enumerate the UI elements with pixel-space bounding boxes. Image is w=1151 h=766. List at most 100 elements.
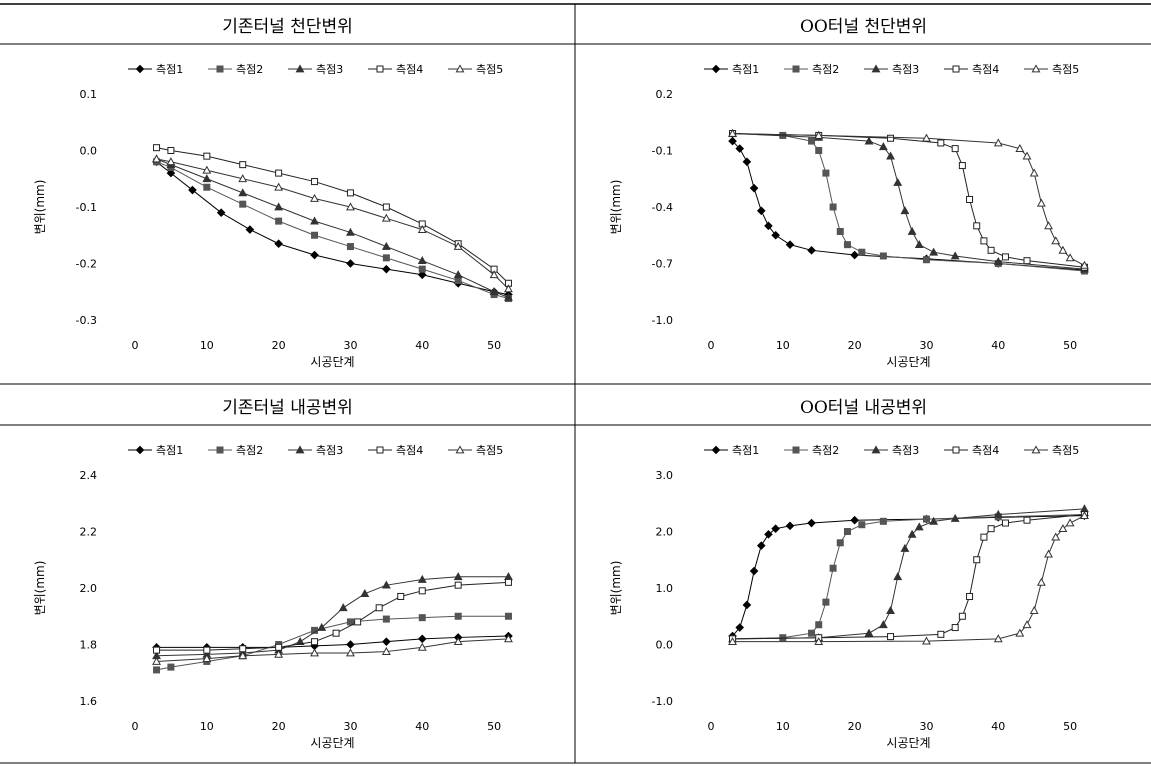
chart-1-series-4-line (156, 147, 509, 284)
chart-3-series-5-point (504, 634, 513, 643)
chart-4-ytick-label: 2.0 (656, 526, 674, 539)
chart-3-series-4-point (504, 578, 512, 586)
chart-1-series-5-point (152, 154, 161, 163)
chart-4-series-4-point (980, 533, 988, 541)
chart-1-series-5-point (504, 284, 513, 293)
chart-1-series-5-point (202, 165, 212, 174)
chart-3-series-4-point (239, 645, 247, 653)
chart-4-legend-label: 측점3 (892, 444, 919, 457)
chart-4-series-3-point (914, 522, 924, 531)
chart-2-series-4-point (887, 134, 895, 142)
chart-4-series-5-point (993, 634, 1003, 643)
chart-1-legend-marker (295, 64, 305, 73)
chart-2-series-1 (728, 136, 1089, 275)
chart-1-legend-item: 측점4 (368, 63, 423, 76)
chart-3-legend-label: 측점2 (236, 444, 263, 457)
chart-4-series-5-point (728, 637, 737, 646)
chart-4-series-2-point (836, 539, 844, 547)
chart-4-series-1-point (756, 541, 766, 550)
chart-1-legend-marker (455, 64, 465, 73)
chart-4-series-4 (729, 511, 1088, 643)
chart-1-series-5-point (166, 157, 176, 166)
chart-2-xtick-label: 50 (1063, 339, 1077, 352)
chart-3-series-1-line (156, 635, 509, 648)
chart-4-series-2-line (732, 514, 1085, 640)
chart-1-series-2-line (156, 161, 509, 300)
chart-4-legend-item: 측점2 (784, 444, 839, 457)
chart-2-legend-label: 측점1 (732, 63, 759, 76)
chart-1-series-2-point (239, 200, 247, 208)
chart-2-legend-label: 측점3 (892, 63, 919, 76)
chart-2-series-3-point (914, 240, 924, 249)
chart-1-y-axis-label: 변위(mm) (33, 180, 47, 235)
chart-2-series-4-point (966, 195, 974, 203)
chart-1-series-2-point (454, 276, 462, 284)
chart-2-y-axis-label: 변위(mm) (609, 180, 623, 235)
chart-3-series-3-point (453, 572, 463, 581)
chart-1-series-3-point (417, 256, 427, 265)
chart-2-series-2-point (843, 241, 851, 249)
chart-1-series-3-point (453, 270, 463, 279)
chart-2-series-2-point (879, 252, 887, 260)
chart-1-series-5-point (310, 193, 319, 202)
chart-4-series-1-point (785, 521, 795, 531)
chart-1-series-2-point (275, 217, 283, 225)
chart-1-series-5-point (453, 241, 463, 250)
chart-1-legend-item: 측점2 (208, 63, 263, 76)
chart-4-series-4-point (1023, 516, 1031, 524)
chart-2-series-2-point (808, 137, 816, 145)
chart-4-series-2 (729, 511, 1088, 643)
chart-2-legend-item: 측점2 (784, 63, 839, 76)
chart-3-legend-label: 측점3 (316, 444, 343, 457)
chart-1-ytick-label: 0.0 (80, 145, 98, 158)
chart-2-ytick-label: -0.7 (652, 258, 673, 271)
chart-4-legend-marker (1031, 445, 1041, 454)
chart-4-series-3-point (878, 620, 888, 629)
chart-4-y-axis-label: 변위(mm) (609, 561, 623, 616)
chart-1-series-4 (153, 144, 512, 287)
chart-2-xtick-label: 20 (848, 339, 862, 352)
chart-2-series-3-line (732, 133, 1085, 270)
chart-1-legend-marker (135, 64, 145, 74)
chart-4-series-3-point (893, 572, 903, 581)
chart-1-xtick-label: 30 (343, 339, 357, 352)
chart-2-series-5-point (922, 133, 931, 142)
chart-3-series-4-point (311, 638, 319, 646)
chart-1-legend-marker (216, 65, 224, 73)
chart-4-xtick-label: 10 (776, 720, 790, 733)
chart-1-legend-marker (376, 65, 384, 73)
chart-1-series-3-point (202, 174, 212, 183)
chart-1-legend-item: 측점5 (448, 63, 503, 76)
chart-1-series-2-point (418, 265, 426, 273)
chart-3-legend-item: 측점1 (128, 444, 183, 457)
chart-2-series-2-point (922, 256, 930, 264)
chart-1-series-5-line (156, 158, 509, 290)
chart-2-series-3-point (993, 256, 1003, 265)
chart-2-x-axis-label: 시공단계 (886, 355, 930, 369)
chart-4-legend-item: 측점4 (944, 444, 999, 457)
chart-2-series-1-line (732, 140, 1085, 271)
chart-3-series-2-point (418, 614, 426, 622)
chart-1-legend-label: 측점5 (476, 63, 503, 76)
chart-2-legend-marker (871, 64, 881, 73)
chart-4-series-2-point (829, 564, 837, 572)
chart-3-series-2-point (153, 666, 161, 674)
chart-3-series-3-point (417, 574, 427, 583)
chart-1-x-axis-label: 시공단계 (310, 355, 354, 369)
chart-1-xtick-label: 50 (487, 339, 501, 352)
chart-4-series-1-point (764, 530, 773, 539)
chart-3-series-4-point (397, 592, 405, 600)
chart-3-xtick-label: 20 (272, 720, 286, 733)
chart-2-series-2-point (836, 227, 844, 235)
chart-3-series-1-point (417, 634, 427, 644)
chart-3-legend-item: 측점4 (368, 444, 423, 457)
chart-1-series-1-point (346, 259, 355, 268)
chart-4-series-3 (728, 504, 1089, 643)
chart-4-title: OO터널 내공변위 (799, 398, 928, 418)
chart-4-legend-label: 측점5 (1052, 444, 1079, 457)
chart-2-legend-item: 측점1 (704, 63, 759, 76)
chart-3-legend-marker (455, 445, 465, 454)
chart-1-series-5-point (274, 182, 284, 191)
chart-4-series-3-line (732, 508, 1085, 640)
chart-3-ytick-label: 2.2 (80, 526, 98, 539)
